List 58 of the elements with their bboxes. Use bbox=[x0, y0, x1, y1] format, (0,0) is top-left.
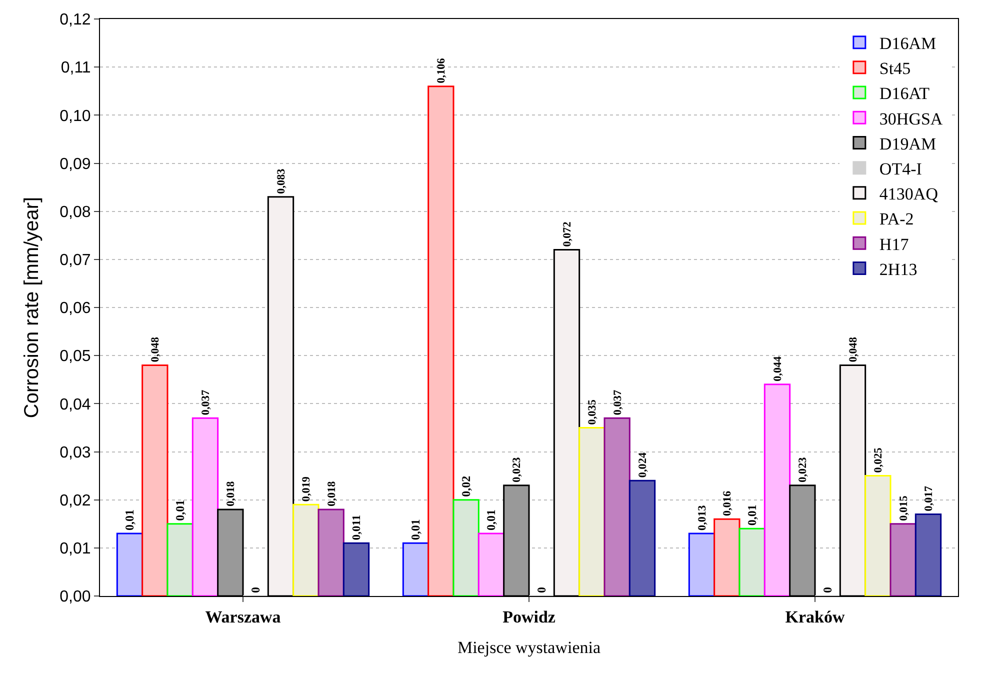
x-tick-label: Warszawa bbox=[205, 607, 282, 626]
data-label: 0,015 bbox=[898, 495, 910, 521]
data-label: 0,048 bbox=[847, 336, 860, 362]
y-tick-label: 0,03 bbox=[60, 444, 91, 462]
data-label: 0,013 bbox=[696, 504, 708, 530]
data-label: 0,02 bbox=[459, 476, 474, 497]
y-axis-title: Corrosion rate [mm/year] bbox=[21, 196, 44, 418]
y-tick-label: 0,10 bbox=[60, 108, 91, 125]
legend-label: H17 bbox=[879, 234, 910, 254]
y-tick-label: 0,04 bbox=[60, 396, 91, 414]
data-label: 0,01 bbox=[122, 509, 137, 530]
data-label: 0,035 bbox=[586, 399, 599, 425]
data-label: 0 bbox=[534, 587, 549, 593]
x-tick-label: Kraków bbox=[785, 607, 846, 626]
data-label: 0 bbox=[820, 587, 835, 593]
y-tick-label: 0,02 bbox=[60, 492, 91, 510]
data-label: 0,017 bbox=[922, 486, 935, 512]
legend-label: 4130AQ bbox=[879, 184, 938, 204]
data-label: 0,037 bbox=[200, 390, 212, 416]
legend-label: PA-2 bbox=[879, 210, 914, 229]
data-label: 0,019 bbox=[300, 476, 313, 502]
data-label: 0,072 bbox=[561, 221, 574, 247]
data-label: 0,083 bbox=[275, 168, 288, 194]
legend-label: D19AM bbox=[879, 134, 936, 154]
y-tick-label: 0,09 bbox=[60, 156, 91, 173]
legend-label: 2H13 bbox=[879, 260, 918, 279]
legend-label: D16AM bbox=[879, 34, 936, 53]
legend-label: OT4-I bbox=[879, 159, 922, 178]
legend-label: D16AT bbox=[879, 84, 930, 104]
data-label: 0,025 bbox=[872, 447, 885, 473]
data-label: 0,018 bbox=[326, 480, 338, 506]
data-label: 0,048 bbox=[150, 336, 162, 362]
data-label: 0,011 bbox=[351, 514, 364, 540]
data-label: 0,106 bbox=[436, 58, 448, 84]
data-label: 0 bbox=[248, 587, 263, 593]
y-tick-label: 0,05 bbox=[60, 348, 91, 366]
legend-label: St45 bbox=[879, 59, 911, 78]
legend-label: 30HGSA bbox=[879, 109, 944, 128]
y-tick-label: 0,08 bbox=[60, 204, 91, 221]
y-tick-label: 0,00 bbox=[60, 588, 91, 606]
data-label: 0,018 bbox=[225, 480, 238, 506]
data-label: 0,016 bbox=[722, 490, 734, 516]
y-tick-label: 0,01 bbox=[60, 540, 91, 558]
data-label: 0,01 bbox=[745, 504, 760, 526]
data-label: 0,044 bbox=[772, 356, 784, 382]
x-axis-title: Miejsce wystawienia bbox=[457, 638, 601, 657]
y-tick-label: 0,07 bbox=[60, 252, 91, 270]
data-label: 0,01 bbox=[173, 500, 188, 521]
data-label: 0,037 bbox=[612, 390, 624, 416]
y-tick-label: 0,12 bbox=[60, 12, 91, 29]
data-label: 0,023 bbox=[511, 456, 524, 482]
data-label: 0,023 bbox=[797, 456, 810, 482]
y-tick-label: 0,11 bbox=[60, 60, 91, 77]
data-label: 0,024 bbox=[636, 452, 649, 478]
y-tick-label: 0,06 bbox=[60, 300, 91, 318]
data-label: 0,01 bbox=[484, 509, 498, 530]
data-label: 0,01 bbox=[408, 519, 423, 540]
x-tick-label: Powidz bbox=[502, 607, 556, 626]
